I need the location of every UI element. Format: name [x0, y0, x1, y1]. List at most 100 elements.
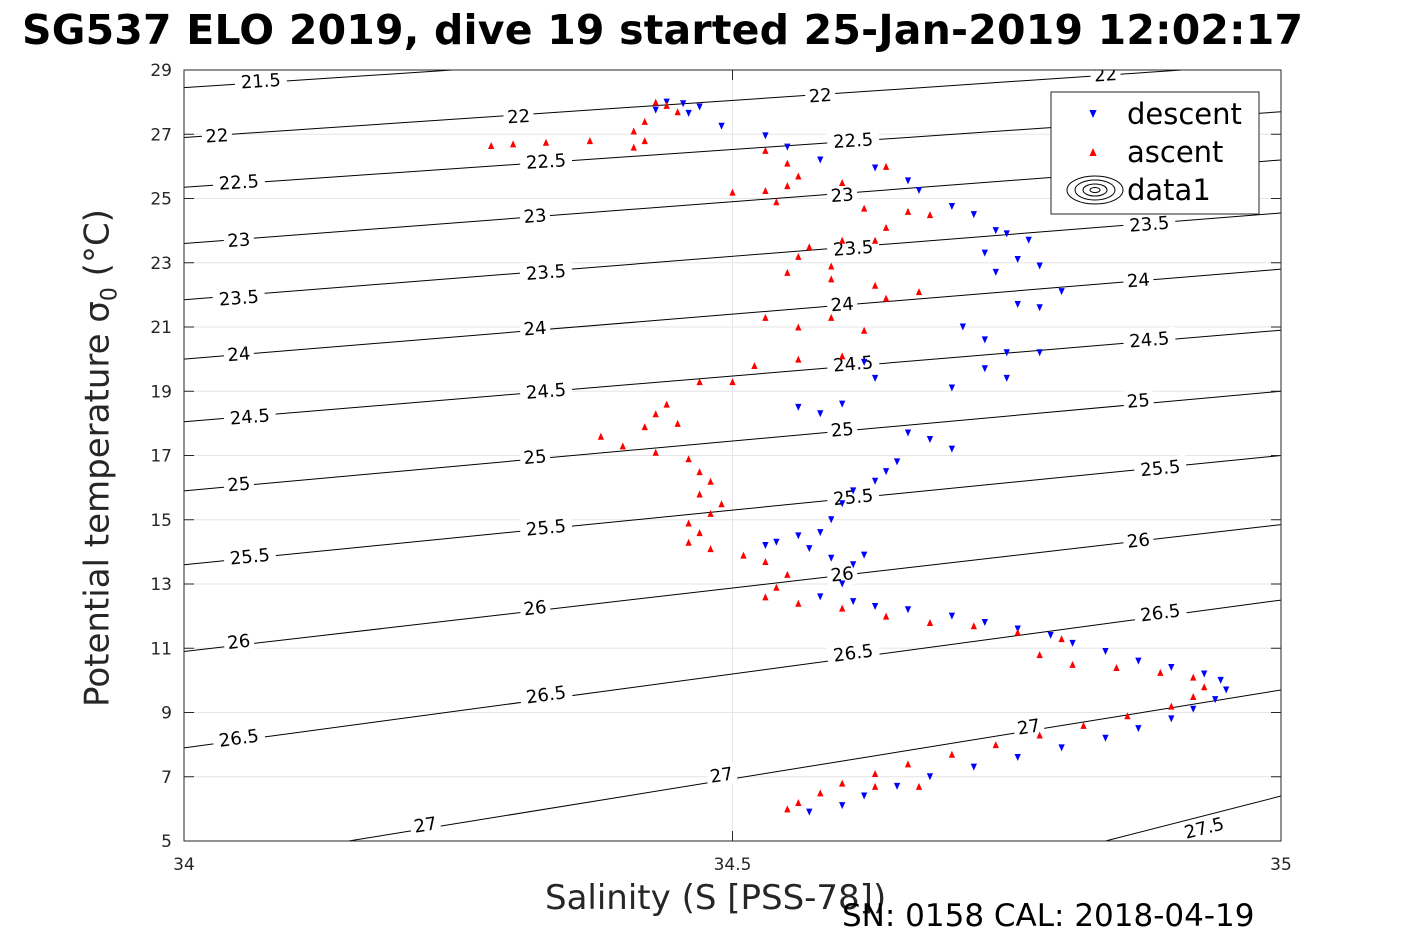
- ascent-point: [597, 432, 605, 440]
- contour-line: [184, 599, 1281, 749]
- descent-point: [1047, 631, 1054, 639]
- descent-point: [959, 323, 967, 331]
- contour-label: 21.5: [234, 70, 288, 94]
- contour-label-background: [222, 543, 277, 571]
- contour-line: [184, 455, 1281, 566]
- descent-point: [970, 211, 977, 219]
- contour-label-text: 25.5: [525, 516, 567, 541]
- contour-label: 26.5: [211, 723, 267, 753]
- legend-contour-icon: [1074, 179, 1116, 201]
- ascent-point: [828, 262, 835, 270]
- contour-label-background: [1089, 70, 1122, 87]
- descent-point: [817, 410, 824, 418]
- ascent-point: [970, 622, 977, 630]
- y-tick-label: 11: [150, 639, 172, 659]
- descent-point: [1223, 686, 1230, 694]
- descent-point: [981, 619, 988, 627]
- contour-label-background: [704, 761, 739, 789]
- descent-point: [762, 541, 769, 549]
- descent-point: [1036, 349, 1043, 357]
- descent-point: [718, 122, 725, 130]
- contour-label-background: [519, 444, 551, 470]
- contour-label: 22.5: [826, 127, 880, 154]
- contour-label: 26: [1122, 527, 1155, 554]
- descent-point: [860, 358, 868, 366]
- ascent-point: [795, 252, 802, 260]
- legend-contour-icon: [1082, 183, 1108, 197]
- contour-label: 27: [704, 761, 739, 789]
- descent-point: [904, 177, 912, 185]
- ascent-point: [871, 782, 879, 790]
- ascent-point: [1168, 702, 1175, 710]
- contour-label: 25: [519, 444, 551, 470]
- descent-point: [926, 773, 934, 781]
- contour-label-text: 27: [1016, 715, 1042, 739]
- contour-label: 23: [519, 204, 551, 229]
- contour-label-background: [826, 483, 881, 511]
- ascent-point: [926, 211, 934, 219]
- contour-label: 24.5: [1122, 326, 1177, 353]
- contour-label-background: [826, 417, 859, 443]
- y-tick-label: 9: [161, 704, 172, 724]
- descent-point: [871, 164, 879, 172]
- contour-label-background: [212, 169, 266, 196]
- contour-label-text: 27: [412, 813, 438, 837]
- contour-label: 22: [1089, 70, 1122, 87]
- descent-point: [1014, 256, 1021, 264]
- ascent-point: [740, 551, 747, 559]
- contour-label: 25.5: [222, 543, 277, 571]
- descent-point: [1025, 236, 1032, 244]
- ascent-point: [1190, 692, 1197, 700]
- x-tick-label: 34.5: [714, 855, 752, 875]
- ascent-point: [762, 558, 769, 566]
- ascent-point: [795, 798, 802, 806]
- data-points: [488, 98, 1230, 816]
- contour-label-background: [1133, 598, 1188, 628]
- legend-descent-label: descent: [1127, 97, 1242, 131]
- ascent-point: [1080, 721, 1087, 729]
- ascent-point: [795, 323, 802, 331]
- contour-label-text: 23.5: [525, 261, 567, 285]
- descent-point: [948, 612, 956, 620]
- descent-point: [860, 551, 868, 559]
- ascent-point: [795, 172, 802, 180]
- ascent-point: [696, 378, 703, 386]
- ascent-point: [696, 529, 703, 537]
- ascent-point: [663, 101, 670, 109]
- contour-label: 25: [222, 472, 255, 497]
- descent-point: [926, 435, 934, 443]
- contour-label-text: 24: [227, 343, 252, 366]
- descent-point: [839, 580, 846, 588]
- descent-point: [904, 606, 912, 614]
- contour-label-background: [1122, 388, 1155, 414]
- descent-point: [948, 203, 956, 211]
- descent-point: [882, 468, 890, 476]
- ascent-point: [806, 243, 813, 251]
- contour-label: 27: [1012, 713, 1046, 741]
- descent-point: [784, 143, 791, 151]
- x-tick-label: 35: [1270, 855, 1292, 875]
- contour-label-background: [1122, 326, 1177, 353]
- descent-point: [893, 782, 901, 790]
- y-tick-label: 21: [150, 318, 172, 338]
- ascent-point: [685, 519, 692, 527]
- contour-label-background: [826, 183, 858, 208]
- ascent-point: [762, 313, 769, 321]
- contour-label: 25: [826, 417, 859, 443]
- contour-label-text: 26: [1126, 529, 1151, 552]
- ascent-point: [641, 137, 648, 145]
- ascent-point: [729, 378, 736, 386]
- contour-label-background: [201, 123, 233, 148]
- descent-point: [806, 545, 813, 553]
- contour-label: 22: [804, 83, 836, 108]
- contour-label-text: 23: [523, 205, 547, 228]
- contour-label-background: [519, 259, 573, 286]
- x-axis-label: Salinity (S [PSS-78]): [545, 878, 887, 918]
- ascent-point: [795, 599, 802, 607]
- ascent-point: [795, 355, 802, 363]
- y-tick-label: 7: [161, 768, 172, 788]
- descent-point: [981, 249, 988, 257]
- contour-label-text: 27: [709, 763, 735, 787]
- contour-label-text: 23.5: [832, 237, 874, 261]
- ascent-point: [707, 545, 714, 553]
